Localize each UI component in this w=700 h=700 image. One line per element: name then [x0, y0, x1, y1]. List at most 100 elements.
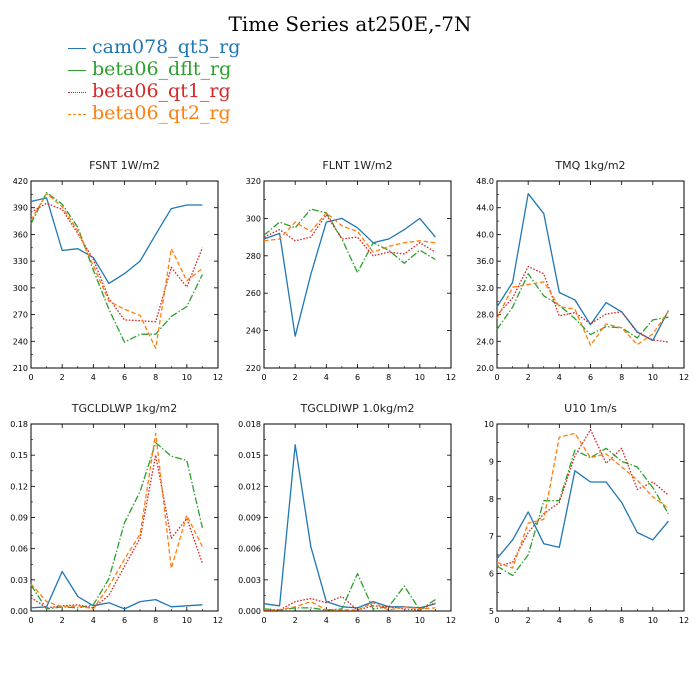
y-tick-label: 5: [489, 607, 494, 616]
x-tick-label: 2: [293, 373, 298, 382]
y-tick-label: 10: [484, 420, 494, 429]
x-tick-label: 6: [355, 373, 360, 382]
y-tick-label: 420: [13, 177, 28, 186]
y-tick-label: 7: [489, 532, 494, 541]
x-tick-label: 10: [415, 373, 425, 382]
x-tick-label: 0: [28, 616, 33, 625]
y-tick-label: 360: [13, 230, 28, 239]
legend-swatch: [68, 70, 86, 71]
x-tick-label: 12: [213, 616, 223, 625]
series-line: [30, 454, 204, 609]
series-line: [263, 217, 436, 337]
x-tick-label: 4: [324, 373, 329, 382]
series-line: [30, 570, 203, 610]
legend-label: cam078_qt5_rg: [92, 36, 241, 58]
series-line: [496, 273, 669, 339]
y-tick-label: 48.0: [476, 177, 494, 186]
chart-title: FLNT 1W/m2: [322, 159, 392, 172]
y-tick-label: 0.06: [10, 545, 28, 554]
legend-swatch: [68, 114, 86, 115]
x-tick-label: 0: [28, 373, 33, 382]
x-tick-label: 2: [526, 373, 531, 382]
plot-frame: [263, 423, 452, 612]
x-tick-label: 12: [213, 373, 223, 382]
plot-frame: [263, 180, 452, 369]
y-tick-label: 240: [13, 337, 28, 346]
series-line: [264, 595, 436, 611]
x-tick-label: 10: [648, 616, 658, 625]
chart-panel: FSNT 1W/m2 0 2 4 6 8 10 12 210 240 270 300 330 360 390…: [13, 159, 223, 382]
x-tick-label: 6: [588, 616, 593, 625]
x-tick-label: 6: [122, 616, 127, 625]
chart-panel: FLNT 1W/m2 0 2 4 6 8 10 12 220 240 260 280 300 320: [246, 159, 456, 382]
x-tick-label: 12: [446, 373, 456, 382]
series-line: [30, 192, 203, 350]
x-tick-label: 2: [293, 616, 298, 625]
x-tick-label: 2: [60, 616, 65, 625]
y-tick-label: 0.00: [10, 607, 28, 616]
series-line: [30, 197, 203, 285]
series-line: [496, 432, 669, 569]
chart-title: TMQ 1kg/m2: [554, 159, 625, 172]
y-tick-label: 210: [13, 364, 28, 373]
y-tick-label: 0.015: [238, 451, 261, 460]
y-tick-label: 9: [489, 457, 494, 466]
chart-title: TGCLDIWP 1.0kg/m2: [299, 402, 414, 415]
x-tick-label: 0: [261, 373, 266, 382]
y-tick-label: 20.0: [476, 364, 494, 373]
series-line: [496, 428, 669, 567]
series-line: [263, 212, 436, 253]
x-tick-label: 4: [324, 616, 329, 625]
y-tick-label: 0.15: [10, 451, 28, 460]
x-tick-label: 4: [91, 373, 96, 382]
y-tick-label: 0.006: [238, 545, 261, 554]
y-tick-label: 390: [13, 204, 28, 213]
series-line: [496, 470, 669, 560]
series-line: [263, 214, 436, 257]
x-tick-label: 10: [648, 373, 658, 382]
x-tick-label: 4: [557, 373, 562, 382]
series-line: [264, 600, 436, 611]
y-tick-label: 0.000: [238, 607, 261, 616]
legend-label: beta06_dflt_rg: [92, 58, 232, 80]
x-tick-label: 4: [557, 616, 562, 625]
y-tick-label: 260: [246, 289, 261, 298]
x-tick-label: 8: [619, 373, 624, 382]
y-tick-label: 320: [246, 177, 261, 186]
y-tick-label: 0.03: [10, 576, 28, 585]
chart-panel: U10 1m/s 0 2 4 6 8 10 12 5 6 7 8 9 10: [484, 402, 689, 625]
x-tick-label: 2: [526, 616, 531, 625]
series-line: [496, 193, 669, 342]
y-tick-label: 0.012: [238, 482, 261, 491]
y-tick-label: 0.018: [238, 420, 261, 429]
x-tick-label: 12: [679, 373, 689, 382]
chart-panel: TGCLDIWP 1.0kg/m2 0 2 4 6 8 10 12 0.000 0.003 0.00…: [238, 402, 456, 625]
series-line: [496, 265, 669, 343]
chart-panel: TGCLDLWP 1kg/m2 0 2 4 6 8 10 12 0.00 0.03 0.06 0.09…: [10, 402, 223, 625]
series-line: [30, 432, 203, 610]
x-tick-label: 10: [182, 373, 192, 382]
y-tick-label: 330: [13, 257, 28, 266]
x-tick-label: 10: [415, 616, 425, 625]
chart-title: TGCLDLWP 1kg/m2: [71, 402, 177, 415]
y-tick-label: 0.009: [238, 514, 261, 523]
page-title: Time Series at250E,-7N: [228, 12, 472, 36]
y-tick-label: 300: [246, 214, 261, 223]
x-tick-label: 8: [619, 616, 624, 625]
x-tick-label: 6: [355, 616, 360, 625]
x-tick-label: 8: [386, 373, 391, 382]
y-tick-label: 280: [246, 252, 261, 261]
y-tick-label: 8: [489, 495, 494, 504]
legend-label: beta06_qt2_rg: [92, 102, 231, 124]
y-tick-label: 6: [489, 570, 494, 579]
legend-swatch: [68, 48, 86, 49]
y-tick-label: 28.0: [476, 311, 494, 320]
x-tick-label: 8: [386, 616, 391, 625]
x-tick-label: 12: [446, 616, 456, 625]
series-line: [263, 444, 436, 609]
y-tick-label: 44.0: [476, 204, 494, 213]
y-tick-label: 300: [13, 284, 28, 293]
y-tick-label: 0.18: [10, 420, 28, 429]
series-line: [30, 202, 204, 323]
